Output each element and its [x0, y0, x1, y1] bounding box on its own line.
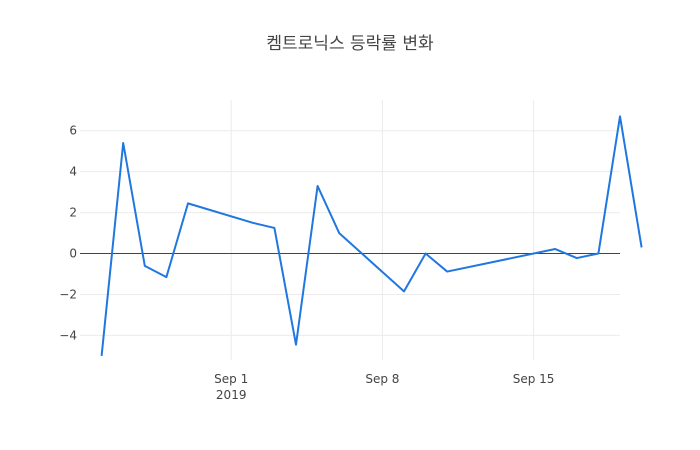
y-tick-label: −4 — [59, 328, 77, 342]
y-tick-label: 6 — [69, 124, 77, 138]
x-tick-sublabel: 2019 — [216, 388, 247, 402]
axis-layer: −4 −2 0 2 4 6 Sep 1 2019 Sep 8 Sep 15 — [59, 124, 554, 402]
y-tick-label: 0 — [69, 247, 77, 261]
y-tick-label: 4 — [69, 165, 77, 179]
y-tick-label: 2 — [69, 206, 77, 220]
grid-layer — [80, 100, 620, 360]
chart-title: 켐트로닉스 등락률 변화 — [266, 34, 434, 54]
series-layer — [100, 115, 643, 357]
x-tick-label: Sep 1 — [214, 372, 248, 386]
series-line — [100, 115, 643, 357]
x-tick-label: Sep 8 — [365, 372, 399, 386]
y-tick-label: −2 — [59, 287, 77, 301]
x-tick-label: Sep 15 — [513, 372, 555, 386]
